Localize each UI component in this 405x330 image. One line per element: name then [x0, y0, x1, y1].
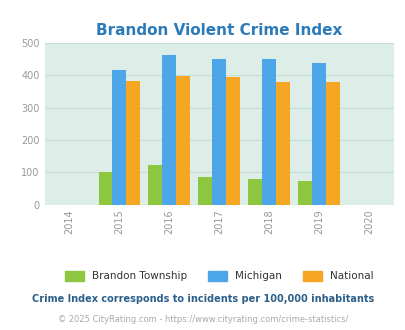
Bar	[162, 55, 176, 205]
Text: © 2025 CityRating.com - https://www.cityrating.com/crime-statistics/: © 2025 CityRating.com - https://www.city…	[58, 315, 347, 324]
Bar	[325, 82, 339, 205]
Bar	[198, 177, 212, 205]
Bar	[148, 165, 162, 205]
Bar	[275, 82, 289, 205]
Bar	[176, 76, 190, 205]
Text: Crime Index corresponds to incidents per 100,000 inhabitants: Crime Index corresponds to incidents per…	[32, 294, 373, 304]
Bar	[311, 63, 325, 205]
Bar	[126, 81, 140, 205]
Title: Brandon Violent Crime Index: Brandon Violent Crime Index	[96, 22, 341, 38]
Legend: Brandon Township, Michigan, National: Brandon Township, Michigan, National	[65, 271, 373, 281]
Bar	[247, 179, 262, 205]
Bar	[297, 181, 311, 205]
Bar	[212, 59, 226, 205]
Bar	[98, 172, 112, 205]
Bar	[226, 77, 240, 205]
Bar	[262, 59, 275, 205]
Bar	[112, 70, 126, 205]
